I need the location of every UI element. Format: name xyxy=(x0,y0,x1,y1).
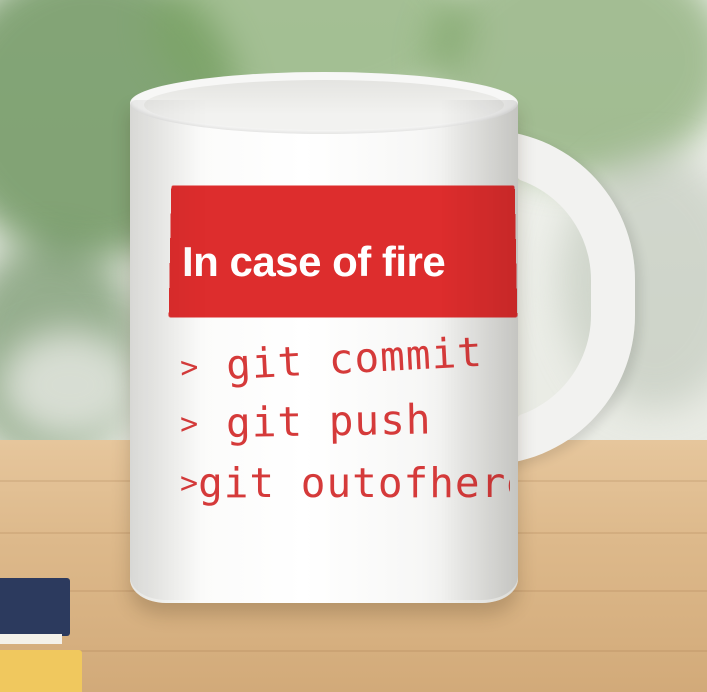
mug-inside xyxy=(144,80,504,130)
banner-text: In case of fire xyxy=(182,238,446,285)
command-text: git outofhere xyxy=(198,459,510,507)
mug-body xyxy=(130,98,518,603)
command-text: git push xyxy=(225,395,432,448)
command-text: git commit xyxy=(224,328,484,390)
command-line: > git outofhere xyxy=(180,452,510,514)
command-list: > git commit > git push > git outofhere xyxy=(180,328,510,528)
prompt-symbol: > xyxy=(180,349,200,386)
prompt-symbol: > xyxy=(180,406,199,442)
prompt-symbol: > xyxy=(180,465,199,501)
book-stack-yellow xyxy=(0,650,82,692)
command-line: > git push xyxy=(180,387,510,455)
book-stack-navy xyxy=(0,578,70,644)
